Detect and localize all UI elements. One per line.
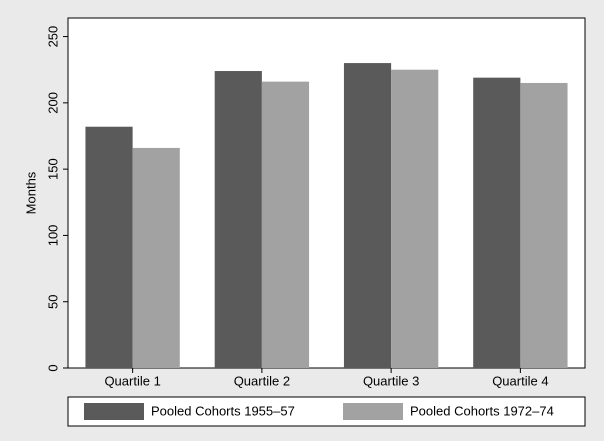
legend: [67, 396, 586, 427]
x-tick-label: Quartile 4: [492, 373, 548, 388]
y-tick-label: 50: [45, 294, 60, 308]
x-tick-label: Quartile 3: [363, 373, 419, 388]
bar: [343, 63, 392, 369]
legend-swatch: [343, 403, 403, 420]
y-tick-label: 200: [45, 92, 60, 114]
legend-label: Pooled Cohorts 1972–74: [410, 403, 554, 418]
y-tick-label: 100: [45, 225, 60, 247]
bar: [214, 71, 262, 368]
bar: [473, 77, 521, 368]
x-tick-label: Quartile 2: [234, 373, 290, 388]
y-axis-title: Months: [23, 171, 38, 214]
bar: [391, 69, 439, 369]
y-tick-label: 250: [45, 26, 60, 48]
y-tick-label: 150: [45, 158, 60, 180]
bar: [261, 81, 310, 369]
legend-label: Pooled Cohorts 1955–57: [151, 403, 295, 418]
bar: [132, 147, 180, 368]
y-tick-label: 0: [45, 364, 60, 371]
bar: [520, 82, 568, 368]
bar: [85, 126, 133, 368]
x-tick-label: Quartile 1: [104, 373, 160, 388]
legend-swatch: [84, 403, 144, 420]
